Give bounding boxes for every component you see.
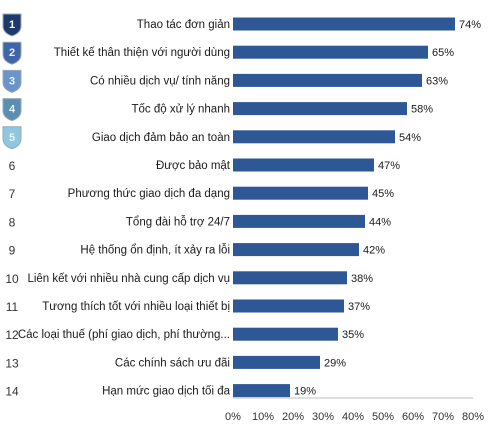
value-label-10: 38% xyxy=(351,273,373,285)
rank-number-8: 8 xyxy=(9,215,16,229)
category-label-9: Hệ thống ổn định, ít xảy ra lỗi xyxy=(80,244,230,257)
x-tick-label-0: 0% xyxy=(225,411,241,423)
category-label-12: Các loại thuế (phí giao dịch, phí thường… xyxy=(18,329,230,341)
rank-badge-number-5: 5 xyxy=(9,132,15,144)
x-axis: 0% 10% 20% 30% 40% 50% 60% 70% 80% xyxy=(225,397,484,423)
category-label-2: Thiết kế thân thiện với người dùng xyxy=(54,47,230,59)
rank-badge-number-1: 1 xyxy=(9,19,15,31)
rank-number-7: 7 xyxy=(9,187,16,201)
value-label-14: 19% xyxy=(294,386,316,398)
bar-2 xyxy=(233,45,428,59)
category-label-3: Có nhiều dịch vụ/ tính năng xyxy=(90,75,230,87)
rank-badge-number-3: 3 xyxy=(9,75,15,87)
value-label-3: 63% xyxy=(426,75,448,87)
rank-badge-icon-1 xyxy=(2,13,22,37)
rank-badge-number-4: 4 xyxy=(9,104,16,116)
rank-number-10: 10 xyxy=(5,272,19,286)
x-tick-label-80: 80% xyxy=(462,411,484,423)
value-labels-group: 74% 65% 63% 58% 54% 47% 45% 44% 42% 38% 37% 35% 29% 1… xyxy=(294,19,481,398)
rank-badge-icon-4 xyxy=(2,98,22,122)
category-label-13: Các chính sách ưu đãi xyxy=(115,357,230,369)
bar-4 xyxy=(233,102,407,116)
value-label-7: 45% xyxy=(372,188,394,200)
bar-1 xyxy=(233,17,455,31)
category-label-8: Tổng đài hỗ trợ 24/7 xyxy=(126,215,230,228)
bar-7 xyxy=(233,186,368,200)
x-tick-label-40: 40% xyxy=(342,411,364,423)
category-label-4: Tốc độ xử lý nhanh xyxy=(132,104,230,116)
value-label-8: 44% xyxy=(369,216,391,228)
category-label-11: Tương thích tốt với nhiều loại thiết bị xyxy=(42,301,230,313)
value-label-6: 47% xyxy=(378,160,400,172)
x-tick-label-50: 50% xyxy=(372,411,394,423)
rank-number-9: 9 xyxy=(9,244,16,258)
bar-13 xyxy=(233,355,320,369)
bars-group xyxy=(233,17,455,398)
category-label-7: Phương thức giao dịch đa dạng xyxy=(68,188,230,200)
x-tick-label-10: 10% xyxy=(252,411,274,423)
rank-badge-icon-3 xyxy=(2,69,22,93)
category-label-1: Thao tác đơn giản xyxy=(137,19,230,31)
rank-badge-icon-5 xyxy=(2,126,22,150)
value-label-13: 29% xyxy=(324,357,346,369)
rank-number-14: 14 xyxy=(5,385,19,399)
rank-badge-number-2: 2 xyxy=(9,47,15,59)
x-tick-label-30: 30% xyxy=(312,411,334,423)
value-label-9: 42% xyxy=(363,245,385,257)
x-tick-label-20: 20% xyxy=(282,411,304,423)
bar-14 xyxy=(233,384,290,398)
value-label-2: 65% xyxy=(432,47,454,59)
x-tick-label-60: 60% xyxy=(402,411,424,423)
category-label-14: Hạn mức giao dịch tối đa xyxy=(102,386,230,398)
bar-8 xyxy=(233,214,365,228)
category-label-10: Liên kết với nhiều nhà cung cấp dịch vụ xyxy=(27,273,230,285)
bar-12 xyxy=(233,327,338,341)
bar-3 xyxy=(233,73,422,87)
bar-5 xyxy=(233,130,395,144)
rank-badge-icon-2 xyxy=(2,41,22,65)
rank-number-6: 6 xyxy=(9,159,16,173)
category-label-6: Được bảo mật xyxy=(156,160,231,172)
category-labels-group: Thao tác đơn giản Thiết kế thân thiện với… xyxy=(18,19,231,398)
rank-number-13: 13 xyxy=(5,356,19,370)
x-tick-label-70: 70% xyxy=(432,411,454,423)
value-label-11: 37% xyxy=(348,301,370,313)
value-label-12: 35% xyxy=(342,329,364,341)
value-label-5: 54% xyxy=(399,132,421,144)
bar-9 xyxy=(233,243,359,257)
category-label-5: Giao dịch đảm bảo an toàn xyxy=(92,132,230,144)
rank-number-11: 11 xyxy=(6,300,19,314)
bar-6 xyxy=(233,158,374,172)
value-label-4: 58% xyxy=(411,104,433,116)
bar-11 xyxy=(233,299,344,313)
bar-10 xyxy=(233,271,347,285)
rank-number-12: 12 xyxy=(5,328,19,342)
value-label-1: 74% xyxy=(459,19,481,31)
